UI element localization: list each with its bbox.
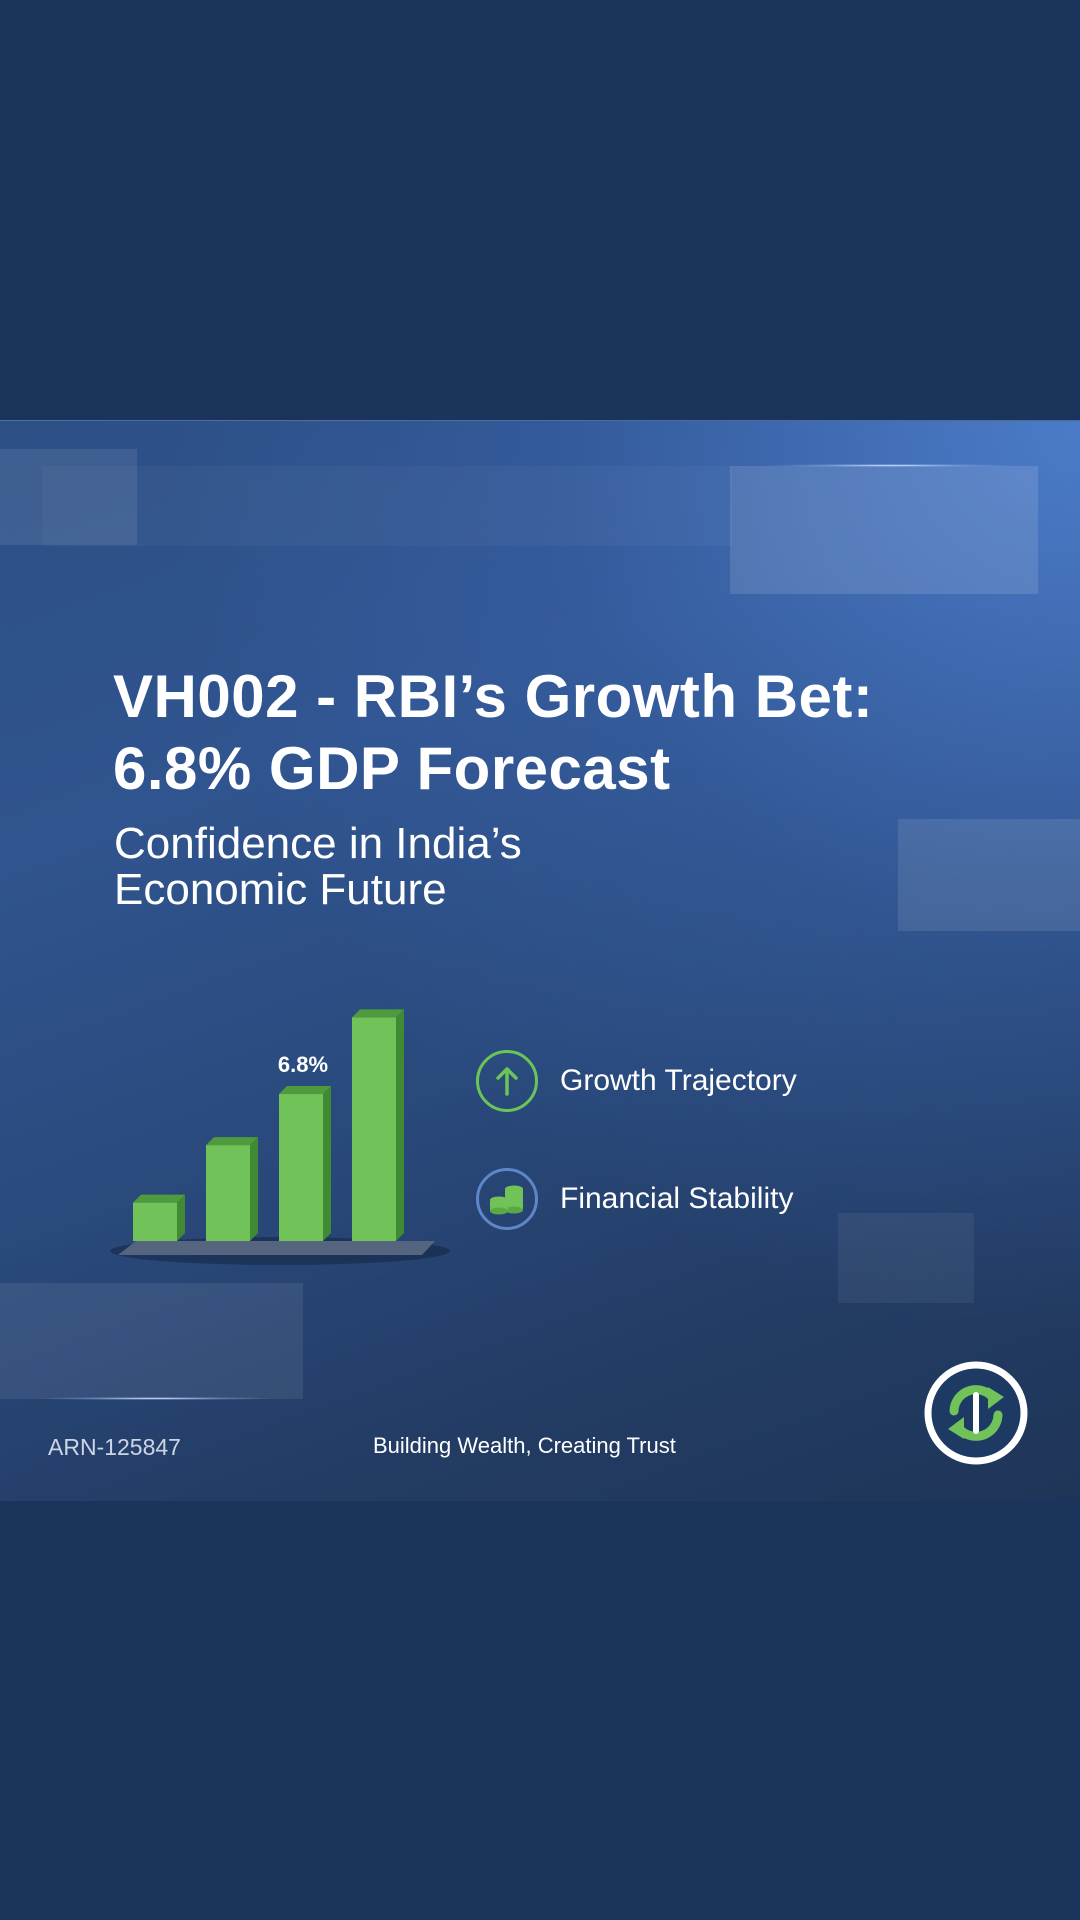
arn-number: ARN-125847 xyxy=(48,1434,181,1460)
decor-panel-bottom-left xyxy=(0,1283,303,1399)
up-arrow-circle-icon xyxy=(476,1050,538,1112)
chart-data-label: 6.8% xyxy=(278,1052,328,1077)
headline: VH002 - RBI’s Growth Bet: 6.8% GDP Forec… xyxy=(113,661,993,805)
feature-label: Financial Stability xyxy=(560,1182,794,1215)
feature-label: Growth Trajectory xyxy=(560,1064,797,1097)
decor-panel-right xyxy=(898,819,1080,931)
subheadline: Confidence in India’s Economic Future xyxy=(114,821,814,913)
chart-base xyxy=(118,1241,435,1255)
feature-growth-trajectory: Growth Trajectory xyxy=(476,1046,797,1116)
decor-panel-top-right xyxy=(730,466,1038,594)
chart-bar xyxy=(133,1194,185,1241)
growth-bar-chart-svg: 6.8% xyxy=(110,1009,450,1265)
coins-stack-icon xyxy=(476,1168,538,1230)
chart-bar xyxy=(352,1009,404,1241)
post-card: VH002 - RBI’s Growth Bet: 6.8% GDP Forec… xyxy=(0,420,1080,1501)
headline-line-2: 6.8% GDP Forecast xyxy=(113,735,671,802)
circular-arrows-logo-icon xyxy=(924,1361,1028,1465)
decor-panel-top-left xyxy=(0,449,137,545)
growth-bar-chart: 6.8% xyxy=(110,1001,450,1271)
subheadline-line-1: Confidence in India’s xyxy=(114,819,522,868)
feature-financial-stability: Financial Stability xyxy=(476,1164,793,1234)
decor-panel-right-small xyxy=(838,1213,974,1303)
decor-light-streak-bottom xyxy=(40,1397,270,1400)
chart-bar xyxy=(279,1086,331,1241)
headline-line-1: VH002 - RBI’s Growth Bet: xyxy=(113,663,874,730)
tagline: Building Wealth, Creating Trust xyxy=(373,1433,676,1458)
subheadline-line-2: Economic Future xyxy=(114,865,447,914)
decor-panel-top-left-wide xyxy=(42,466,732,546)
chart-bar xyxy=(206,1137,258,1241)
decor-light-streak-top xyxy=(770,464,1010,467)
